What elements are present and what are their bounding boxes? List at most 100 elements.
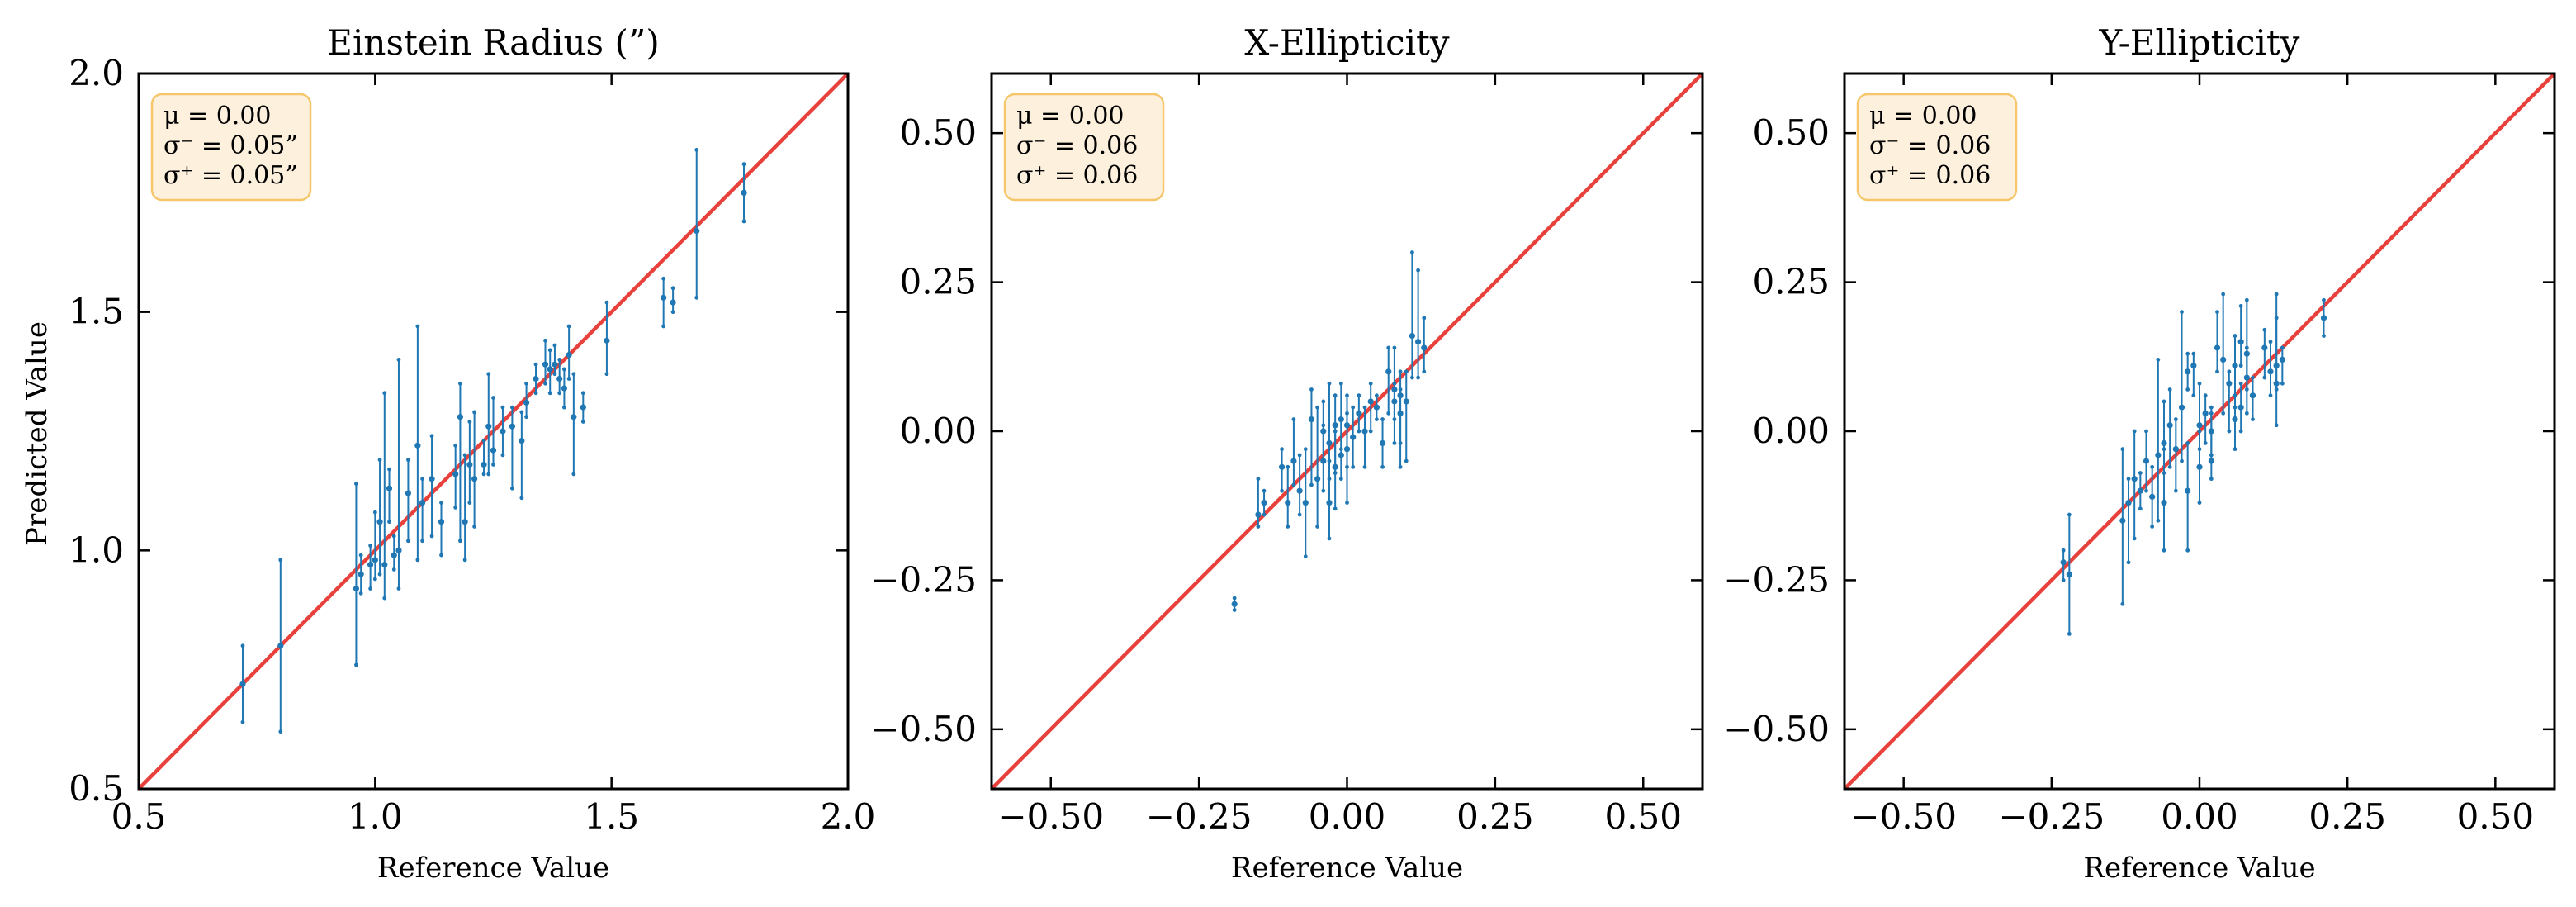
data-point bbox=[2137, 487, 2143, 494]
error-bar-cap-high bbox=[1357, 393, 1361, 398]
error-bar-cap-high bbox=[453, 443, 458, 448]
error-bar-cap-high bbox=[1362, 405, 1367, 410]
data-point bbox=[1361, 428, 1368, 435]
error-bar-cap-high bbox=[472, 410, 476, 415]
x-tick-label: −0.50 bbox=[997, 796, 1104, 837]
y-tick-label: −0.25 bbox=[870, 559, 977, 600]
error-bar-cap-low bbox=[1321, 458, 1326, 463]
error-bar-cap-high bbox=[2173, 417, 2178, 421]
error-bar-cap-low bbox=[543, 381, 547, 386]
error-bar-cap-low bbox=[1380, 464, 1385, 469]
x-axis-label: Reference Value bbox=[1231, 852, 1463, 885]
error-bar-cap-low bbox=[2185, 548, 2190, 553]
data-point bbox=[376, 519, 383, 525]
y-tick-label: 0.00 bbox=[1752, 411, 1830, 451]
data-point bbox=[741, 189, 747, 196]
error-bar-cap-high bbox=[2180, 310, 2184, 315]
panel-title: Einstein Radius (”) bbox=[327, 22, 659, 63]
error-bar-cap-low bbox=[510, 486, 514, 491]
data-point bbox=[556, 375, 563, 382]
data-point bbox=[694, 227, 700, 235]
data-point bbox=[2149, 493, 2156, 500]
error-bar-cap-low bbox=[2244, 387, 2249, 392]
data-point bbox=[2208, 428, 2214, 435]
error-bar-cap-high bbox=[1333, 429, 1338, 434]
error-bar-cap-low bbox=[415, 558, 420, 563]
error-bar-cap-low bbox=[533, 391, 538, 396]
data-layer bbox=[992, 74, 1702, 789]
error-bar-cap-low bbox=[372, 577, 377, 582]
error-bar-cap-low bbox=[2138, 506, 2143, 511]
error-bar-cap-low bbox=[2233, 447, 2237, 452]
error-bar-cap-low bbox=[741, 219, 746, 224]
error-bar-cap-high bbox=[491, 396, 495, 400]
error-bar-cap-low bbox=[1303, 554, 1308, 558]
error-bar-cap-low bbox=[1286, 525, 1290, 529]
error-bar-cap-high bbox=[2322, 297, 2326, 302]
x-tick-label: −0.50 bbox=[1850, 796, 1957, 837]
error-bar-cap-high bbox=[2162, 447, 2166, 452]
error-bar-cap-high bbox=[2061, 548, 2066, 553]
error-bar-cap-high bbox=[1392, 345, 1397, 350]
error-bar-cap-low bbox=[557, 391, 562, 396]
error-bar-cap-high bbox=[2238, 304, 2243, 308]
error-bar-cap-high bbox=[2167, 387, 2172, 392]
error-bar-cap-low bbox=[1404, 458, 1409, 463]
error-bar-cap-high bbox=[1422, 316, 1427, 321]
panel-title: Y-Ellipticity bbox=[2098, 22, 2299, 63]
error-bar-cap-high bbox=[661, 276, 666, 281]
error-bar-cap-low bbox=[462, 558, 467, 563]
data-point bbox=[2155, 452, 2162, 458]
error-bar-cap-high bbox=[566, 324, 571, 329]
error-bar-cap-low bbox=[1374, 417, 1379, 421]
error-bar-cap-high bbox=[1410, 250, 1414, 254]
error-bar-cap-low bbox=[1327, 536, 1332, 541]
data-point bbox=[367, 562, 374, 568]
error-bar-cap-high bbox=[406, 458, 410, 463]
error-bar-cap-high bbox=[2251, 375, 2255, 380]
data-point bbox=[381, 562, 388, 568]
error-bar-cap-low bbox=[1232, 608, 1237, 612]
error-bar-cap-low bbox=[1315, 525, 1320, 529]
error-bar-cap-low bbox=[439, 553, 443, 558]
data-point bbox=[391, 552, 397, 558]
error-bar-cap-high bbox=[571, 372, 576, 377]
error-bar-cap-low bbox=[2144, 488, 2148, 493]
error-bar-cap-high bbox=[1416, 268, 1420, 273]
error-bar-cap-high bbox=[670, 286, 675, 291]
error-bar-cap-high bbox=[557, 358, 562, 362]
error-bar-cap-low bbox=[1345, 501, 1349, 505]
stats-text: σ⁺ = 0.06 bbox=[1869, 161, 1991, 190]
data-point bbox=[1343, 446, 1351, 453]
error-bar-cap-low bbox=[240, 719, 245, 724]
error-bar-cap-high bbox=[2150, 464, 2155, 469]
error-bar-cap-low bbox=[1333, 506, 1338, 511]
error-bar-cap-high bbox=[429, 434, 434, 439]
error-bar-cap-high bbox=[2185, 351, 2190, 356]
data-point bbox=[1356, 410, 1362, 416]
data-point bbox=[519, 437, 525, 444]
data-point bbox=[670, 299, 676, 306]
data-point bbox=[1409, 332, 1416, 340]
error-bar-cap-low bbox=[694, 295, 699, 300]
error-bar-cap-high bbox=[1309, 387, 1314, 392]
data-point bbox=[661, 294, 667, 301]
x-tick-label: 0.50 bbox=[2457, 796, 2535, 837]
x-axis-label: Reference Value bbox=[2083, 852, 2315, 885]
data-point bbox=[395, 547, 402, 553]
error-bar-cap-high bbox=[1338, 417, 1343, 421]
error-bar-cap-low bbox=[377, 572, 382, 577]
data-point bbox=[2060, 559, 2067, 566]
error-bar-cap-high bbox=[1303, 447, 1308, 452]
error-bar-cap-low bbox=[2185, 387, 2190, 392]
error-bar-cap-high bbox=[2126, 477, 2131, 482]
stats-text: μ = 0.00 bbox=[163, 102, 272, 131]
error-bar-cap-low bbox=[2162, 548, 2166, 553]
data-point bbox=[429, 476, 435, 482]
stats-box bbox=[1003, 93, 1165, 202]
error-bar-cap-low bbox=[2244, 411, 2249, 416]
error-bar-cap-low bbox=[2067, 631, 2072, 636]
error-bar-cap-low bbox=[278, 729, 283, 734]
error-bar-cap-high bbox=[387, 467, 391, 472]
